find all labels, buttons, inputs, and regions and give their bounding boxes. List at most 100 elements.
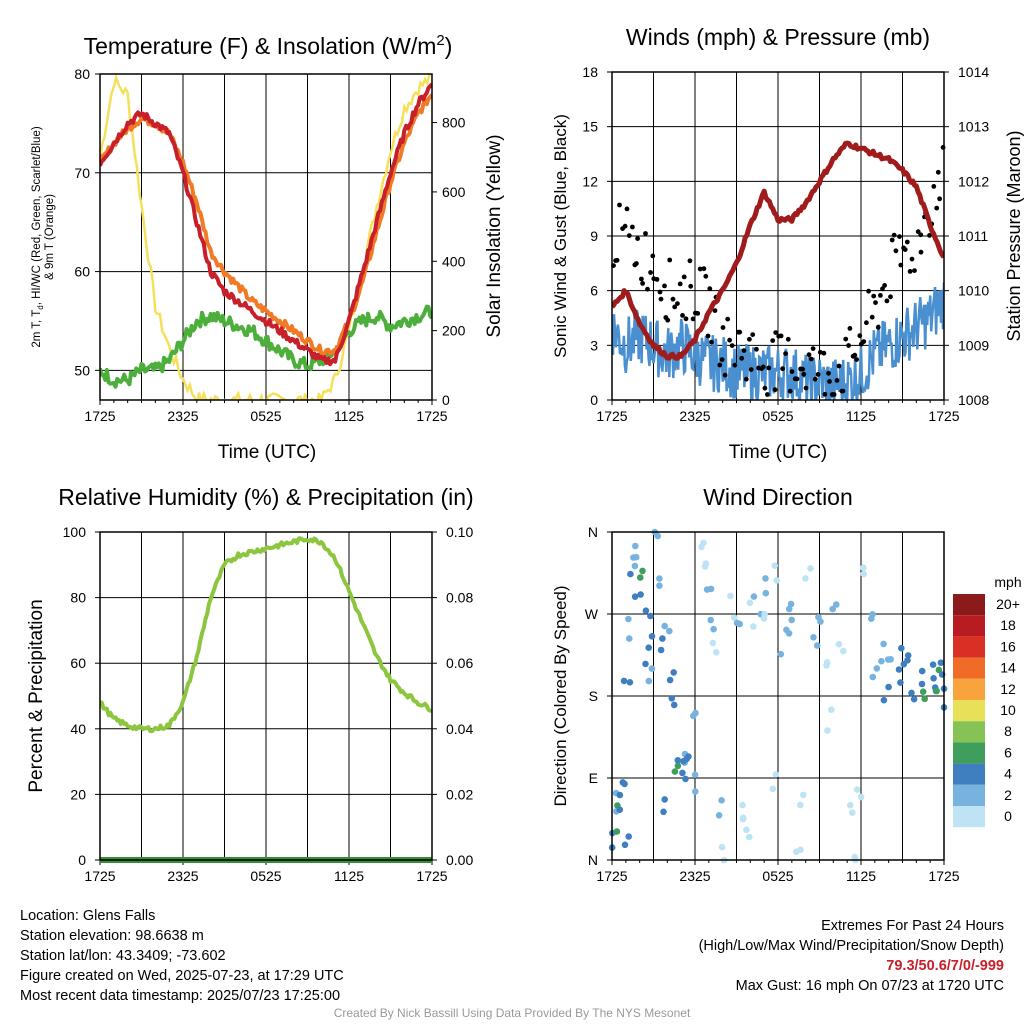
gust-point	[940, 145, 946, 150]
wdir-point	[880, 696, 888, 704]
rh-xtick-label: 1725	[416, 868, 447, 884]
wdir-point	[685, 753, 692, 760]
gust-point	[789, 369, 795, 374]
gust-point	[801, 371, 807, 377]
extremes-values: 79.3/50.6/7/0/-999	[886, 958, 1004, 974]
gust-point	[707, 286, 713, 292]
wdir-point	[616, 791, 624, 799]
wdir-point	[682, 775, 689, 783]
legend-label: 8	[1004, 723, 1012, 739]
wdir-points	[608, 528, 948, 864]
wdir-xtick-label: 1725	[596, 868, 627, 884]
gust-point	[717, 362, 723, 368]
wdir-point	[840, 647, 847, 655]
wdir-point	[935, 666, 943, 674]
temp-y2tick-label: 400	[442, 253, 466, 269]
recent-text: Most recent data timestamp: 2025/07/23 1…	[20, 988, 341, 1004]
wdir-point	[709, 639, 717, 647]
legend-swatch	[953, 763, 985, 785]
gust-point	[864, 320, 869, 326]
wdir-point	[654, 532, 661, 540]
gust-point	[626, 233, 632, 239]
gust-point	[690, 316, 696, 322]
gust-point	[937, 196, 942, 202]
wind-y2label: Station Pressure (Maroon)	[1004, 130, 1024, 341]
legend-swatch	[953, 784, 985, 806]
gust-point	[650, 253, 656, 259]
gust-point	[762, 385, 768, 391]
elevation-text: Station elevation: 98.6638 m	[20, 928, 204, 944]
wdir-point	[878, 657, 885, 665]
gust-point	[648, 270, 653, 275]
wind-y2tick-label: 1014	[958, 64, 989, 80]
wdir-point	[621, 780, 628, 788]
wdir-point	[718, 797, 725, 804]
wdir-point	[713, 649, 720, 656]
gust-point	[643, 231, 648, 236]
gust-point	[822, 391, 828, 397]
gust-point	[624, 206, 630, 212]
wdir-point	[817, 618, 824, 625]
rh-xtick-label: 1125	[334, 868, 364, 884]
sonic-wind-line	[612, 282, 944, 400]
gust-point	[840, 388, 846, 394]
wdir-point	[648, 633, 656, 640]
wdir-xtick-label: 1125	[846, 868, 876, 884]
wdir-point	[625, 615, 632, 623]
rh-ytick-label: 80	[70, 590, 86, 606]
legend-label: 2	[1004, 787, 1012, 803]
rh-panel-title: Relative Humidity (%) & Precipitation (i…	[58, 484, 473, 510]
gust-points	[611, 145, 946, 397]
legend-swatch	[953, 678, 985, 700]
temp-xtick-label: 1725	[416, 408, 447, 424]
wdir-point	[621, 841, 629, 849]
wdir-point	[656, 582, 663, 589]
wdir-point	[701, 563, 709, 570]
temp-y2tick-label: 800	[442, 115, 466, 131]
wdir-point	[880, 640, 887, 648]
gust-point	[778, 333, 784, 339]
gust-point	[843, 336, 849, 342]
wdir-point	[910, 695, 918, 703]
wdir-point	[860, 564, 867, 571]
wdir-point	[895, 666, 903, 673]
gust-point	[687, 258, 693, 264]
gust-point	[904, 239, 910, 245]
wind-ytick-label: 0	[590, 392, 598, 408]
gust-point	[635, 236, 640, 242]
wdir-point	[631, 562, 639, 570]
gust-point	[817, 349, 823, 355]
gust-point	[878, 293, 883, 298]
rh-frame	[99, 531, 433, 861]
extremes-subtitle: (High/Low/Max Wind/Precipitation/Snow De…	[698, 938, 1004, 954]
gust-point	[806, 352, 812, 358]
gust-point	[787, 388, 793, 394]
gust-point	[873, 300, 878, 305]
gust-point	[741, 348, 747, 353]
wdir-point	[620, 677, 628, 685]
wdir-point	[800, 791, 807, 799]
wdir-point	[631, 593, 639, 600]
rh-y2tick-label: 0.08	[446, 590, 473, 606]
wdir-point	[921, 695, 928, 703]
wdir-point	[873, 665, 881, 672]
wdir-point	[703, 586, 711, 593]
credit-text: Created By Nick Bassill Using Data Provi…	[333, 1006, 691, 1020]
gust-point	[765, 392, 770, 397]
temp-ytick-label: 80	[74, 66, 90, 82]
gust-point	[836, 363, 842, 369]
temp-ytick-label: 60	[74, 264, 90, 280]
gust-point	[732, 362, 738, 368]
wind-ytick-label: 3	[590, 337, 598, 353]
wdir-frame	[611, 531, 945, 861]
wind-panel-title: Winds (mph) & Pressure (mb)	[626, 24, 930, 50]
wdir-point	[731, 614, 738, 621]
gust-point	[785, 336, 791, 342]
temp-y2label: Solar Insolation (Yellow)	[484, 134, 505, 337]
wdir-ytick-label: E	[589, 770, 598, 786]
wdir-point	[897, 679, 904, 686]
wdir-point	[762, 575, 769, 582]
wind-y2tick-label: 1012	[958, 173, 989, 189]
rh-y2tick-label: 0.02	[446, 786, 473, 802]
wdir-point	[670, 669, 677, 676]
